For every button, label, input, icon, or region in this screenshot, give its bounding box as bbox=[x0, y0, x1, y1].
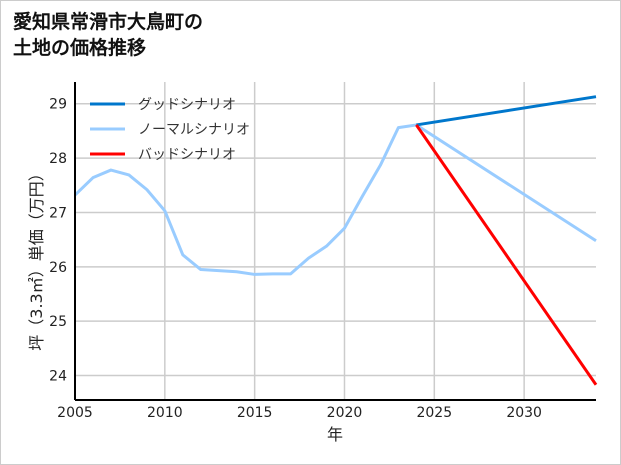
y-tick-label: 28 bbox=[49, 151, 67, 167]
y-tick-label: 25 bbox=[49, 314, 67, 330]
legend-label: ノーマルシナリオ bbox=[138, 122, 250, 138]
x-tick-label: 2020 bbox=[327, 405, 363, 421]
x-tick-label: 2010 bbox=[147, 405, 183, 421]
y-tick-label: 26 bbox=[49, 260, 67, 276]
x-tick-label: 2005 bbox=[57, 405, 93, 421]
title-line-1: 愛知県常滑市大鳥町の bbox=[13, 11, 204, 33]
legend-label: バッドシナリオ bbox=[138, 147, 236, 163]
tick-labels: 2005 2010 2015 2020 2025 2030 24 25 26 27 28 29 bbox=[49, 97, 542, 421]
series-lines bbox=[73, 95, 598, 386]
title-line-2: 土地の価格推移 bbox=[13, 37, 147, 59]
y-tick-label: 27 bbox=[49, 205, 67, 221]
x-tick-label: 2025 bbox=[416, 405, 452, 421]
x-tick-label: 2015 bbox=[237, 405, 273, 421]
series-line-1 bbox=[73, 123, 597, 276]
x-tick-label: 2030 bbox=[506, 405, 542, 421]
series-line-2 bbox=[415, 124, 598, 386]
legend-label: グッドシナリオ bbox=[138, 97, 236, 113]
chart-title: 愛知県常滑市大鳥町の 土地の価格推移 bbox=[13, 9, 203, 61]
y-axis-label: 坪（3.3㎡）単価（万円） bbox=[27, 165, 46, 350]
axes bbox=[74, 82, 596, 401]
y-tick-label: 29 bbox=[49, 97, 67, 113]
y-tick-label: 24 bbox=[49, 369, 67, 385]
series-line-0 bbox=[416, 95, 597, 127]
x-axis-label: 年 bbox=[327, 425, 343, 444]
